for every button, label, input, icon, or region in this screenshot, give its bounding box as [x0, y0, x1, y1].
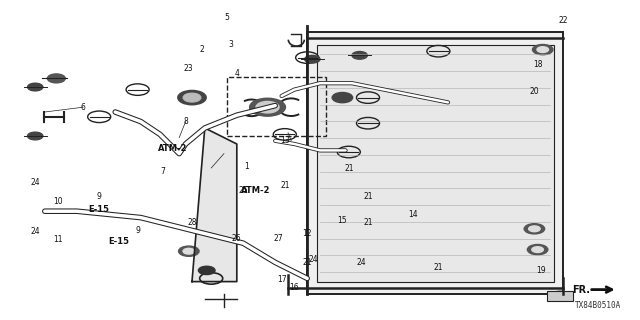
- Circle shape: [28, 132, 43, 140]
- Polygon shape: [192, 128, 237, 282]
- Text: 26: 26: [232, 234, 242, 243]
- Circle shape: [183, 93, 201, 102]
- Circle shape: [532, 247, 543, 252]
- Text: 23: 23: [184, 64, 194, 73]
- Circle shape: [332, 92, 353, 103]
- Circle shape: [352, 52, 367, 59]
- Bar: [317, 45, 554, 282]
- Circle shape: [178, 91, 206, 105]
- Text: 21: 21: [434, 263, 443, 272]
- Text: 12: 12: [303, 229, 312, 238]
- Circle shape: [47, 74, 65, 83]
- Text: 3: 3: [228, 40, 233, 49]
- Circle shape: [28, 83, 43, 91]
- Text: 15: 15: [337, 216, 348, 225]
- Text: 5: 5: [225, 13, 230, 22]
- Text: 11: 11: [53, 236, 62, 244]
- Bar: [227, 77, 326, 136]
- Circle shape: [198, 266, 215, 275]
- Text: 17: 17: [276, 276, 287, 284]
- Text: 7: 7: [161, 167, 166, 176]
- Text: FR.: FR.: [572, 284, 590, 295]
- Text: 25: 25: [238, 186, 248, 195]
- Text: E-15: E-15: [89, 205, 109, 214]
- Text: 13: 13: [280, 136, 290, 145]
- Text: 8: 8: [183, 117, 188, 126]
- Circle shape: [537, 47, 548, 52]
- Circle shape: [532, 44, 553, 55]
- Circle shape: [527, 244, 548, 255]
- Text: ATM-2: ATM-2: [158, 144, 188, 153]
- Text: 1: 1: [244, 162, 249, 171]
- Bar: [547, 291, 573, 301]
- Text: 21: 21: [344, 164, 353, 172]
- Text: TX84B0510A: TX84B0510A: [575, 301, 621, 310]
- Text: 24: 24: [30, 178, 40, 187]
- Text: 10: 10: [52, 197, 63, 206]
- Text: 9: 9: [97, 192, 102, 201]
- Text: 19: 19: [536, 266, 546, 275]
- Text: 16: 16: [289, 284, 300, 292]
- Text: 24: 24: [356, 258, 367, 267]
- Circle shape: [183, 248, 195, 254]
- Text: 21: 21: [303, 258, 312, 267]
- Circle shape: [550, 291, 570, 301]
- Circle shape: [529, 226, 540, 232]
- Text: 14: 14: [408, 210, 418, 219]
- Text: 4: 4: [234, 69, 239, 78]
- Text: 20: 20: [529, 87, 540, 96]
- Text: 2: 2: [199, 45, 204, 54]
- Text: 9: 9: [135, 226, 140, 235]
- Text: 24: 24: [308, 255, 319, 264]
- Circle shape: [256, 101, 279, 113]
- Text: 28: 28: [188, 218, 196, 227]
- Text: 18: 18: [533, 60, 542, 68]
- Text: ATM-2: ATM-2: [241, 186, 271, 195]
- Text: 21: 21: [280, 181, 289, 190]
- Circle shape: [250, 98, 285, 116]
- Text: 24: 24: [30, 228, 40, 236]
- Text: 21: 21: [364, 192, 372, 201]
- Bar: [307, 32, 563, 294]
- Text: 22: 22: [559, 16, 568, 25]
- Text: 21: 21: [364, 218, 372, 227]
- Circle shape: [305, 55, 320, 63]
- Text: E-15: E-15: [108, 237, 129, 246]
- Circle shape: [524, 224, 545, 234]
- Text: 27: 27: [273, 234, 284, 243]
- Circle shape: [179, 246, 199, 256]
- Text: 6: 6: [81, 103, 86, 112]
